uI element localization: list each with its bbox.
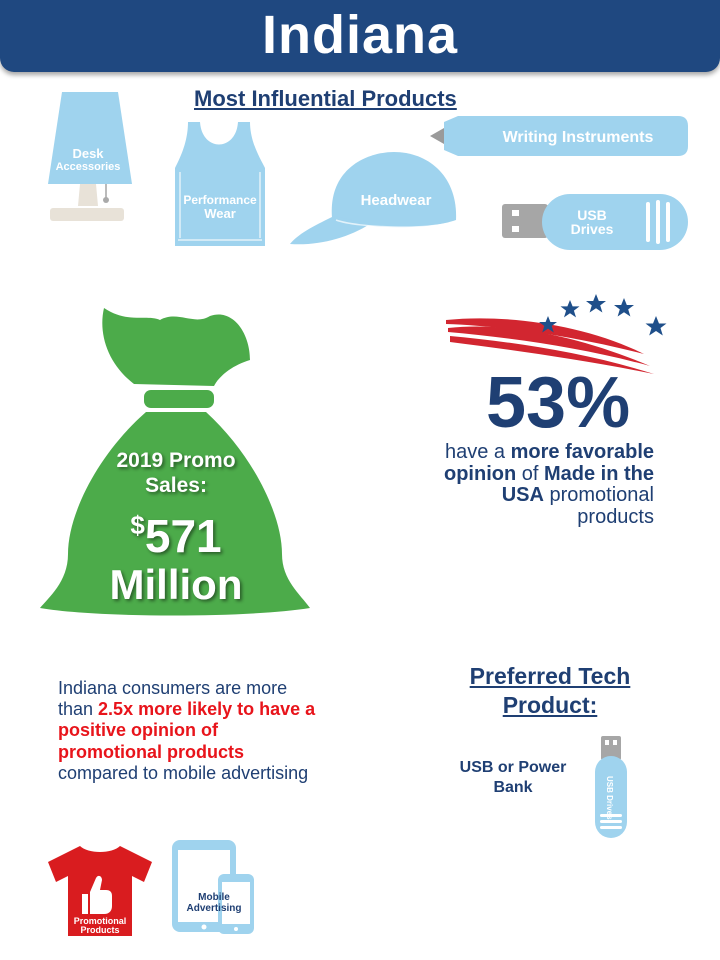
tablet-phone-icon: Mobile Advertising xyxy=(172,840,254,934)
promo-sales-line2: Sales: xyxy=(145,474,207,497)
cap-icon: Headwear xyxy=(290,152,457,245)
made-in-usa-text: have a more favorable opinion of Made in… xyxy=(440,441,654,528)
comparison-text-3: compared to mobile advertising xyxy=(58,762,309,783)
preferred-tech-title-line2: Product: xyxy=(502,692,598,718)
shirt-label-line1: Promotional xyxy=(74,916,127,926)
comparison-text-1: Indiana consumers are more than xyxy=(58,678,288,720)
tank-top-icon: Performance Wear xyxy=(175,122,265,246)
desk-lamp-icon: Desk Accessories xyxy=(48,92,132,221)
shirt-label-line2: Products xyxy=(80,925,119,935)
page-title: Indiana xyxy=(261,5,459,65)
usa-text-2: more favorable opinion xyxy=(443,441,654,485)
usa-text-1: have a xyxy=(445,441,511,463)
usb-label-line2: Drives xyxy=(571,221,614,237)
promo-sales-amount: 571 xyxy=(144,510,222,562)
promo-sales-amount-row: $571 xyxy=(60,500,292,561)
usb-vertical-icon: USB Drives xyxy=(595,736,627,838)
preferred-tech-value: USB or Power Bank xyxy=(448,758,578,798)
preferred-tech-value-line1: USB or Power xyxy=(459,759,567,776)
promo-sales-unit: Million xyxy=(109,561,243,608)
money-bag-icon xyxy=(40,308,310,616)
usa-text-3: of xyxy=(516,462,544,485)
writing-label: Writing Instruments xyxy=(503,129,654,146)
usa-text-5: promotional products xyxy=(543,484,654,528)
device-label-line2: Advertising xyxy=(186,903,241,914)
preferred-tech-title: Preferred Tech Product: xyxy=(440,662,660,720)
usb-label-line1: USB xyxy=(577,207,607,223)
currency-symbol: $ xyxy=(130,510,145,540)
preferred-tech-title-line1: Preferred Tech xyxy=(469,663,631,689)
device-label-line1: Mobile xyxy=(198,892,230,903)
comparison-text: Indiana consumers are more than 2.5x mor… xyxy=(58,678,318,784)
flag-swoosh-icon xyxy=(446,294,667,374)
comparison-text-2: 2.5x more likely to have a positive opin… xyxy=(58,699,316,762)
desk-label-line2: Accessories xyxy=(56,161,121,173)
promo-sales-block: 2019 Promo Sales: $571 Million xyxy=(60,448,292,609)
usb-vertical-label: USB Drives xyxy=(605,776,614,820)
promo-sales-line1: 2019 Promo xyxy=(116,449,236,472)
performance-label-line2: Wear xyxy=(204,206,236,221)
tshirt-icon: Promotional Products xyxy=(48,846,152,936)
made-in-usa-percent: 53% xyxy=(486,363,631,443)
usa-text-4: Made in the USA xyxy=(501,462,654,506)
preferred-tech-value-line2: Bank xyxy=(493,779,533,796)
most-influential-title: Most Influential Products xyxy=(194,86,457,111)
usb-drive-icon: USB Drives xyxy=(502,194,688,250)
desk-label-line1: Desk xyxy=(72,146,104,161)
headwear-label: Headwear xyxy=(361,192,432,209)
performance-label-line1: Performance xyxy=(183,193,257,207)
header-banner xyxy=(0,0,720,72)
pen-icon: Writing Instruments xyxy=(430,116,688,156)
